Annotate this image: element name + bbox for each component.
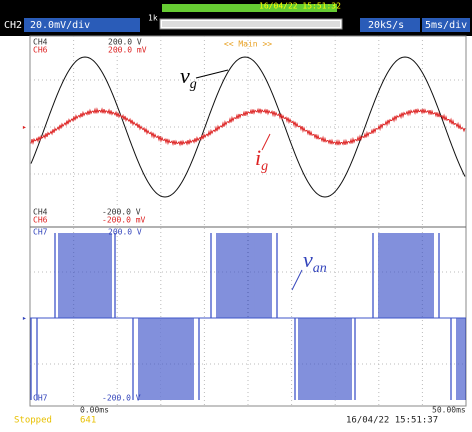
ground-marker: ▸ <box>22 314 27 323</box>
ground-marker: ▸ <box>22 123 27 132</box>
timeline-fill <box>162 21 340 27</box>
ch-level: -200.0 V <box>102 394 141 403</box>
channel: CH2 <box>4 20 22 31</box>
sample-rate: 20kS/s <box>368 20 404 31</box>
ch-label: CH7 <box>33 394 48 403</box>
ch-label: CH6 <box>33 216 48 225</box>
ch-label: CH7 <box>33 228 48 237</box>
count: 641 <box>80 416 96 426</box>
time-start: 0.00ms <box>80 406 109 415</box>
ch-level: -200.0 mV <box>102 216 146 225</box>
ch-level: 200.0 V <box>108 228 142 237</box>
time-div: 5ms/div <box>425 20 467 31</box>
status-time: 16/04/22 15:51:37 <box>346 416 438 426</box>
oscilloscope-screen: CH2 20.0mV/div 1k 16/04/22 15:51:32 20kS… <box>0 0 472 428</box>
zoom: 1k <box>148 14 158 23</box>
scale: 20.0mV/div <box>30 20 90 31</box>
ch-level: 200.0 mV <box>108 46 147 55</box>
ch-label: CH6 <box>33 46 48 55</box>
mode: << Main >> <box>224 40 272 49</box>
state: Stopped <box>14 416 52 426</box>
trigger-time: 16/04/22 15:51:32 <box>259 2 341 11</box>
time-end: 50.00ms <box>432 406 466 415</box>
